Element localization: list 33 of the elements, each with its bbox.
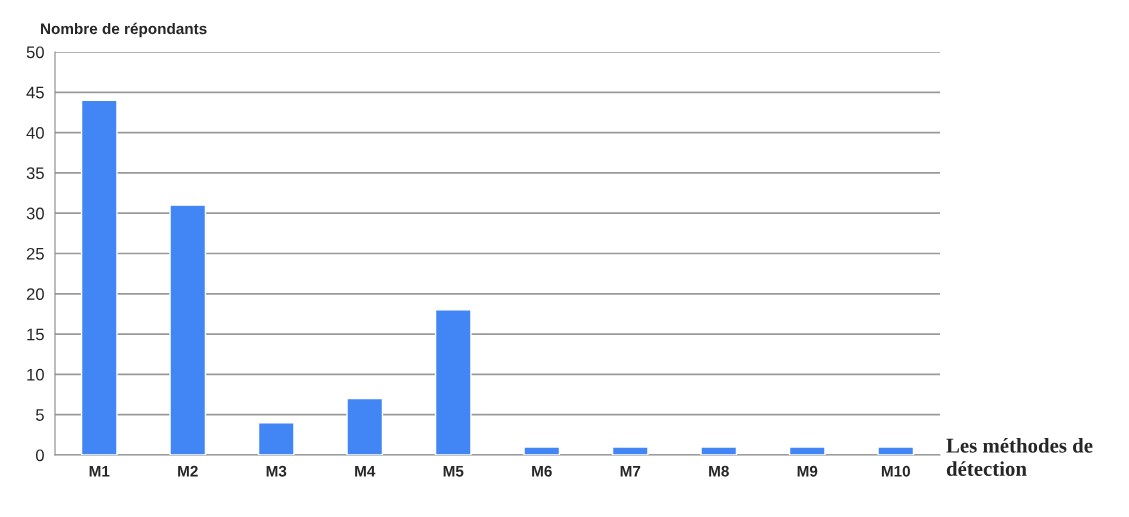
y-tick-label: 20 xyxy=(26,288,44,300)
y-axis-title: Nombre de répondants xyxy=(41,22,207,38)
y-tick-label: 50 xyxy=(26,46,44,59)
x-tick-label: M9 xyxy=(797,465,818,477)
y-tick-label: 40 xyxy=(26,127,44,139)
x-tick-label: M1 xyxy=(89,465,110,477)
x-tick-label: M8 xyxy=(709,465,729,477)
bar xyxy=(257,422,295,455)
x-tick-label: M7 xyxy=(620,465,641,477)
bar xyxy=(877,446,915,455)
bar xyxy=(700,446,738,455)
x-tick-label: M2 xyxy=(178,465,198,477)
x-axis-title: Les méthodes de détection xyxy=(946,437,1093,476)
y-tick-label: 0 xyxy=(35,449,44,462)
x-tick-label: M5 xyxy=(443,465,464,477)
bar xyxy=(80,99,118,455)
bar xyxy=(523,446,561,455)
x-tick-label: M3 xyxy=(266,465,287,477)
bar xyxy=(434,309,472,455)
y-tick-label: 25 xyxy=(26,247,44,260)
y-tick-label: 5 xyxy=(35,409,44,421)
y-tick-label: 30 xyxy=(26,207,44,220)
y-tick-label: 35 xyxy=(26,167,44,180)
y-tick-label: 45 xyxy=(26,86,44,99)
bar xyxy=(788,446,826,455)
bar xyxy=(346,397,384,455)
x-tick-label: M10 xyxy=(881,465,910,477)
bar xyxy=(611,446,649,455)
y-tick-label: 15 xyxy=(27,328,44,341)
y-tick-label: 10 xyxy=(27,368,44,381)
x-tick-label: M6 xyxy=(532,465,552,477)
x-tick-label: M4 xyxy=(355,465,376,477)
bar xyxy=(169,204,207,455)
